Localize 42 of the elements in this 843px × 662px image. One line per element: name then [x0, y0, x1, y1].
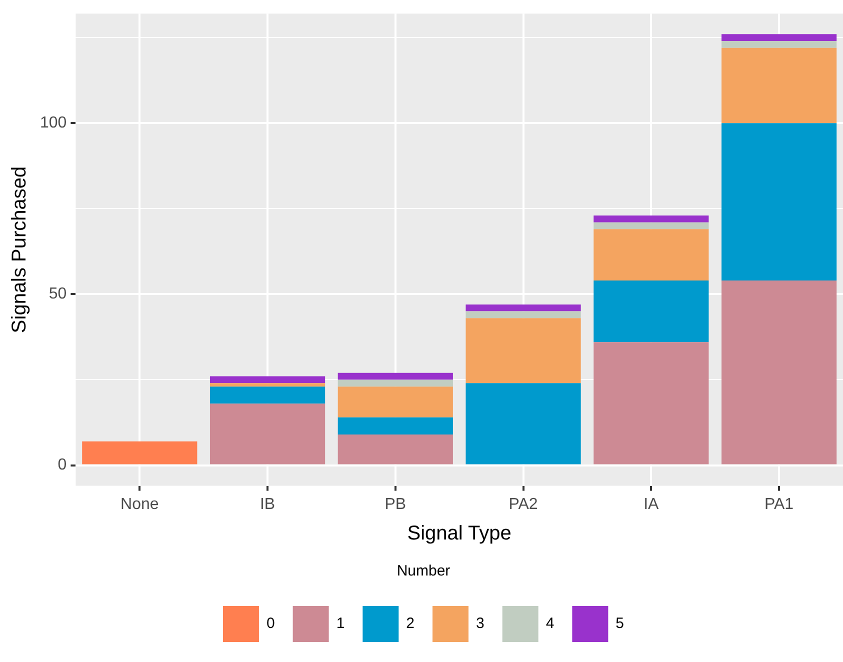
y-tick-label: 50: [48, 286, 67, 303]
legend-label: 0: [266, 615, 275, 632]
legend-label: 5: [616, 615, 624, 632]
x-tick-label: PA1: [764, 496, 794, 513]
bar: [210, 376, 326, 384]
legend-label: 1: [336, 615, 345, 632]
bar: [210, 386, 326, 404]
bar: [594, 280, 709, 342]
x-tick-label: None: [120, 496, 159, 513]
bar: [466, 311, 581, 318]
bar: [210, 383, 326, 387]
bar: [594, 229, 709, 280]
y-tick-label: 0: [58, 456, 67, 474]
y-tick-label: 100: [40, 114, 67, 132]
x-tick-label: IA: [644, 496, 660, 513]
legend-label: 2: [406, 615, 414, 632]
bar: [594, 215, 709, 222]
bar: [338, 380, 453, 387]
y-axis-title: Signals Purchased: [8, 166, 31, 334]
bar: [338, 386, 453, 418]
bar: [82, 441, 198, 464]
bar: [466, 304, 581, 312]
bar: [594, 342, 709, 464]
bar: [722, 123, 837, 280]
bar: [722, 280, 837, 464]
x-axis-title: Signal Type: [407, 522, 512, 545]
bar: [722, 34, 837, 41]
x-tick-label: PA2: [508, 496, 538, 513]
bar: [466, 383, 581, 464]
bar: [210, 404, 326, 464]
bar: [338, 417, 453, 434]
legend-label: 3: [476, 615, 484, 632]
x-tick-label: PB: [384, 496, 406, 513]
bar: [466, 318, 581, 384]
bar: [722, 48, 837, 124]
bar: [338, 434, 453, 464]
bar: [338, 372, 453, 380]
bar: [594, 222, 709, 230]
x-tick-label: IB: [260, 496, 276, 513]
bar: [722, 40, 837, 48]
legend-title: Number: [396, 562, 450, 580]
legend-label: 4: [546, 615, 554, 632]
